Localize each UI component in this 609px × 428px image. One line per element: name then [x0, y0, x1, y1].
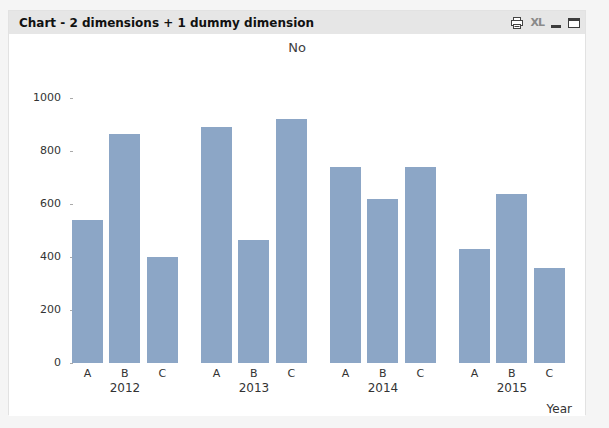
- year-label: 2013: [201, 381, 307, 395]
- y-tick-label: 600: [19, 197, 61, 210]
- bar-2015-C[interactable]: [534, 268, 565, 363]
- bar-2013-C[interactable]: [276, 119, 307, 363]
- chart-window: Chart - 2 dimensions + 1 dummy dimension…: [8, 10, 586, 415]
- chart-area: No 02004006008001000ABC2012ABC2013ABC201…: [9, 34, 585, 416]
- year-label: 2015: [459, 381, 565, 395]
- y-tick-label: 0: [19, 356, 61, 369]
- excel-export-icon[interactable]: XL: [531, 15, 545, 31]
- bar-axis-label: B: [109, 367, 140, 380]
- bar-axis-label: C: [534, 367, 565, 380]
- maximize-icon[interactable]: [568, 15, 580, 31]
- y-tick-mark: [70, 204, 73, 205]
- bar-axis-label: B: [367, 367, 398, 380]
- x-axis-title: Year: [547, 402, 572, 416]
- bar-2014-A[interactable]: [330, 167, 361, 363]
- window-title: Chart - 2 dimensions + 1 dummy dimension: [19, 16, 314, 30]
- bar-axis-label: A: [459, 367, 490, 380]
- y-tick-label: 200: [19, 303, 61, 316]
- y-tick-mark: [70, 98, 73, 99]
- bar-axis-label: C: [405, 367, 436, 380]
- y-tick-mark: [70, 363, 73, 364]
- y-tick-mark: [70, 151, 73, 152]
- bar-axis-label: A: [330, 367, 361, 380]
- titlebar-buttons: XL: [510, 15, 581, 31]
- bar-2013-A[interactable]: [201, 127, 232, 363]
- year-label: 2014: [330, 381, 436, 395]
- bar-axis-label: B: [496, 367, 527, 380]
- y-tick-label: 400: [19, 250, 61, 263]
- window-titlebar[interactable]: Chart - 2 dimensions + 1 dummy dimension…: [9, 11, 585, 34]
- y-tick-label: 800: [19, 144, 61, 157]
- bar-axis-label: A: [72, 367, 103, 380]
- bar-2014-C[interactable]: [405, 167, 436, 363]
- printer-icon[interactable]: [510, 15, 524, 31]
- bar-2012-C[interactable]: [147, 257, 178, 363]
- bar-axis-label: A: [201, 367, 232, 380]
- bar-2013-B[interactable]: [238, 240, 269, 363]
- bar-2012-A[interactable]: [72, 220, 103, 363]
- bar-axis-label: C: [276, 367, 307, 380]
- y-tick-label: 1000: [19, 91, 61, 104]
- bar-2014-B[interactable]: [367, 199, 398, 363]
- bar-2012-B[interactable]: [109, 134, 140, 363]
- bar-2015-B[interactable]: [496, 194, 527, 363]
- chart-title: No: [9, 40, 585, 55]
- minimize-icon[interactable]: [551, 15, 561, 31]
- bar-axis-label: B: [238, 367, 269, 380]
- bar-2015-A[interactable]: [459, 249, 490, 363]
- year-label: 2012: [72, 381, 178, 395]
- bar-axis-label: C: [147, 367, 178, 380]
